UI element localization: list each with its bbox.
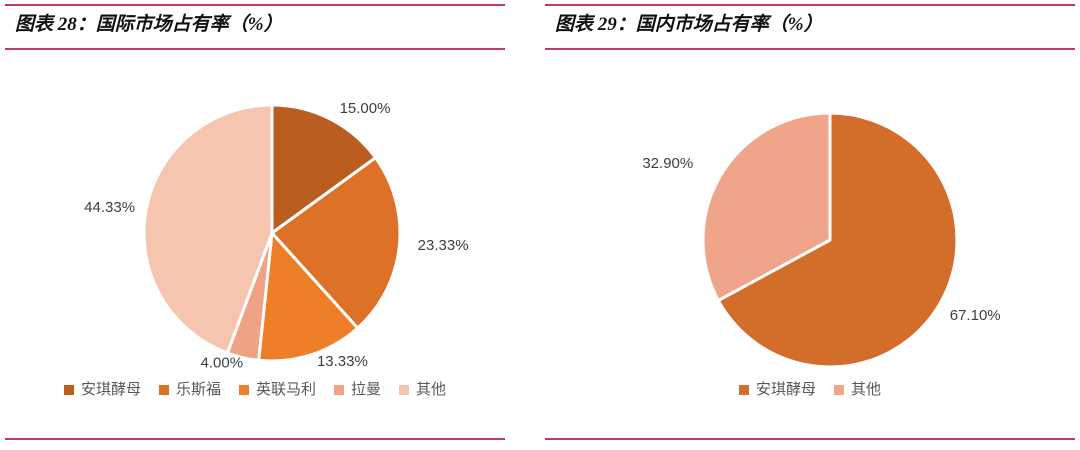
legend-item: 其他 — [399, 378, 446, 402]
legend-marker — [158, 385, 169, 395]
legend-item: 英联马利 — [238, 378, 316, 402]
legend-marker — [399, 385, 410, 395]
legend-marker — [238, 385, 249, 395]
pie-slice-1 — [716, 111, 959, 369]
pie-chart-international-market-share: 15.00% 23.33% 13.33% 4.00% 44.33% — [84, 100, 469, 372]
chart-legend: 安琪酵母 其他 — [545, 378, 1075, 402]
pie-value-label: 13.33% — [317, 353, 368, 370]
legend-label: 其他 — [416, 381, 447, 398]
pie-slice-1 — [270, 103, 378, 235]
pie-value-label: 44.33% — [84, 199, 135, 216]
figure-title: 图表 29：国内市场占有率（%） — [555, 14, 823, 35]
legend-label: 拉曼 — [351, 381, 382, 398]
pie-value-label: 67.10% — [950, 307, 1001, 324]
pie-chart-domestic-market-share: 67.10% 32.90% — [642, 111, 1001, 369]
pie-slice-2 — [270, 156, 402, 330]
figure-title: 图表 28：国际市场占有率（%） — [15, 14, 283, 35]
legend-marker — [63, 385, 74, 395]
legend-label: 安琪酵母 — [755, 381, 816, 398]
legend-label: 其他 — [851, 381, 882, 398]
legend-label: 乐斯福 — [175, 381, 221, 398]
legend-label: 英联马利 — [255, 381, 316, 398]
legend-item: 安琪酵母 — [738, 378, 816, 402]
pie-value-label: 15.00% — [340, 100, 391, 117]
legend-marker — [834, 385, 844, 395]
pie-slice-5 — [142, 103, 274, 355]
title-top-rule — [545, 4, 1075, 6]
legend-item: 乐斯福 — [158, 378, 221, 402]
panel-bottom-rule — [5, 438, 505, 440]
figure-panel-domestic: 图表 29：国内市场占有率（%） 67.10% 32.90% 安琪酵母 其他 — [545, 0, 1075, 450]
title-bottom-rule — [545, 48, 1075, 50]
pie-value-label: 4.00% — [201, 355, 244, 372]
pie-slice-2 — [701, 111, 832, 302]
legend-label: 安琪酵母 — [80, 381, 141, 398]
pie-value-label: 32.90% — [642, 155, 693, 172]
title-bottom-rule — [5, 48, 505, 50]
title-top-rule — [5, 4, 505, 6]
panel-bottom-rule — [545, 438, 1075, 440]
legend-marker — [334, 385, 344, 395]
pie-slice-3 — [257, 231, 360, 363]
figure-panel-international: 图表 28：国际市场占有率（%） 15.00% 23.33% 13.33% 4.00%… — [5, 0, 505, 450]
chart-legend: 安琪酵母 乐斯福 英联马利 拉曼 其他 — [5, 378, 505, 402]
legend-item: 其他 — [834, 378, 881, 402]
legend-item: 拉曼 — [334, 378, 381, 402]
pie-value-label: 23.33% — [418, 237, 469, 254]
legend-marker — [738, 385, 749, 395]
legend-item: 安琪酵母 — [63, 378, 141, 402]
